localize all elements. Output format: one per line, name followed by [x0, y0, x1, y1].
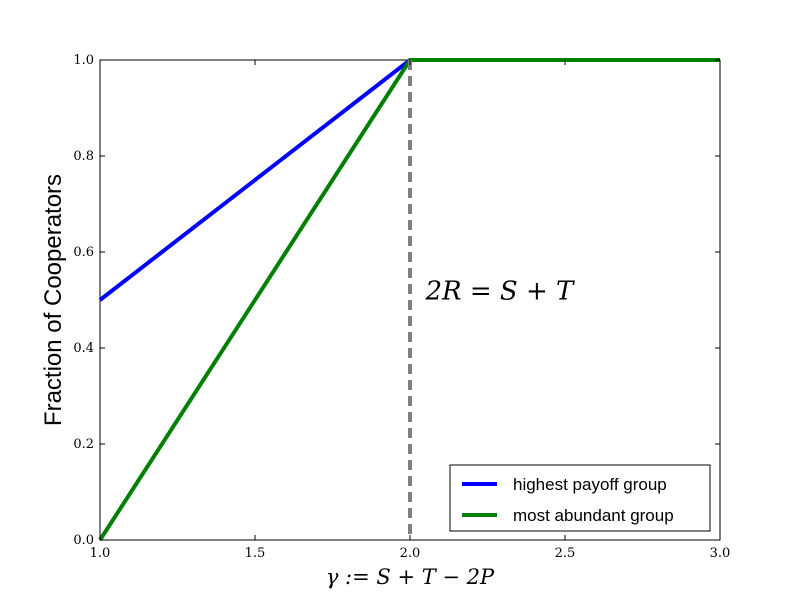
ticks-layer: 1.0 1.5 2.0 2.5 3.0 0.0 0.2 0.4 0.6 0.8 1.0	[73, 53, 730, 561]
y-tick-label: 0.8	[73, 149, 94, 164]
y-tick-label: 0.2	[73, 437, 94, 452]
legend-label-1: most abundant group	[513, 506, 674, 525]
x-tick-label: 3.0	[710, 546, 731, 561]
annotation-label: 2R = S + T	[425, 276, 576, 306]
legend: highest payoff group most abundant group	[449, 464, 711, 532]
x-tick-label: 1.5	[245, 546, 266, 561]
legend-box	[449, 464, 711, 532]
x-tick-label: 2.0	[400, 546, 421, 561]
x-tick-label: 1.0	[90, 546, 111, 561]
x-tick-label: 2.5	[555, 546, 576, 561]
y-tick-label: 0.4	[73, 341, 94, 356]
y-tick-label: 0.6	[73, 245, 94, 260]
x-axis-title: γ := S + T − 2P	[326, 565, 495, 589]
y-axis-title: Fraction of Cooperators	[40, 174, 67, 426]
y-tick-label: 0.0	[73, 533, 94, 548]
legend-label-0: highest payoff group	[513, 475, 667, 494]
y-tick-label: 1.0	[73, 53, 94, 68]
